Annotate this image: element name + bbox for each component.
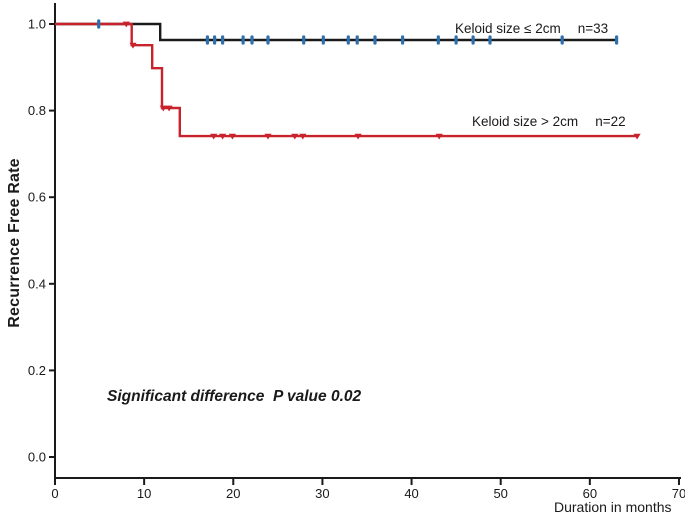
censor-marker-icon — [633, 133, 641, 140]
y-axis-title: Recurrence Free Rate — [6, 158, 23, 328]
censor-marker-icon — [210, 133, 218, 140]
censor-marker-icon — [205, 35, 209, 45]
x-tick-label: 20 — [226, 486, 240, 501]
censor-marker-icon — [354, 133, 362, 140]
censor-marker-icon — [122, 21, 130, 28]
censor-marker-icon — [401, 35, 405, 45]
y-tick-label: 0.4 — [28, 276, 46, 291]
censor-marker-icon — [488, 35, 492, 45]
censor-marker-icon — [355, 35, 359, 45]
censor-marker-icon — [250, 35, 254, 45]
censor-marker-icon — [228, 133, 236, 140]
censor-marker-icon — [97, 19, 101, 29]
x-tick-label: 50 — [493, 486, 507, 501]
censor-marker-icon — [302, 35, 306, 45]
censor-marker-icon — [373, 35, 377, 45]
censor-marker-icon — [291, 133, 299, 140]
censor-marker-icon — [129, 42, 137, 49]
y-tick-label: 0.6 — [28, 190, 46, 205]
x-tick-label: 10 — [137, 486, 151, 501]
x-tick-label: 0 — [51, 486, 58, 501]
censor-marker-icon — [165, 105, 173, 112]
censor-marker-icon — [159, 105, 167, 112]
censor-marker-icon — [219, 133, 227, 140]
series-line-large-keloid — [55, 22, 638, 138]
legend-n-count-large: n=22 — [595, 114, 626, 129]
censor-marker-icon — [454, 35, 458, 45]
legend-series-name-large: Keloid size > 2cm — [472, 114, 579, 129]
x-tick-label: 30 — [315, 486, 329, 501]
x-tick-label: 60 — [583, 486, 597, 501]
legend-series-name-small: Keloid size ≤ 2cm — [455, 21, 561, 36]
censor-marker-icon — [213, 35, 217, 45]
censor-marker-icon — [471, 35, 475, 45]
censor-marker-icon — [436, 35, 440, 45]
censor-marker-icon — [435, 133, 443, 140]
censor-marker-icon — [560, 35, 564, 45]
y-tick-label: 0.0 — [28, 450, 46, 465]
x-axis-title: Duration in months — [554, 499, 672, 515]
y-tick-label: 0.8 — [28, 103, 46, 118]
legend-n-count-small: n=33 — [577, 21, 609, 36]
censor-marker-icon — [346, 35, 350, 45]
x-tick-label: 40 — [404, 486, 418, 501]
censor-marker-icon — [241, 35, 245, 45]
censor-marker-icon — [266, 35, 270, 45]
legend-label-keloid-large: Keloid size > 2cm n=22 — [472, 114, 626, 129]
x-tick-label: 70 — [672, 486, 685, 501]
p-value-annotation: Significant difference P value 0.02 — [107, 388, 362, 405]
censor-marker-icon — [221, 35, 225, 45]
censor-marker-icon — [264, 133, 272, 140]
y-tick-label: 0.2 — [28, 363, 46, 378]
censor-marker-icon — [299, 133, 307, 140]
censor-marker-icon — [615, 35, 619, 45]
censor-marker-icon — [321, 35, 325, 45]
legend-label-keloid-small: Keloid size ≤ 2cm n=33 — [455, 21, 608, 36]
y-tick-label: 1.0 — [28, 17, 46, 32]
